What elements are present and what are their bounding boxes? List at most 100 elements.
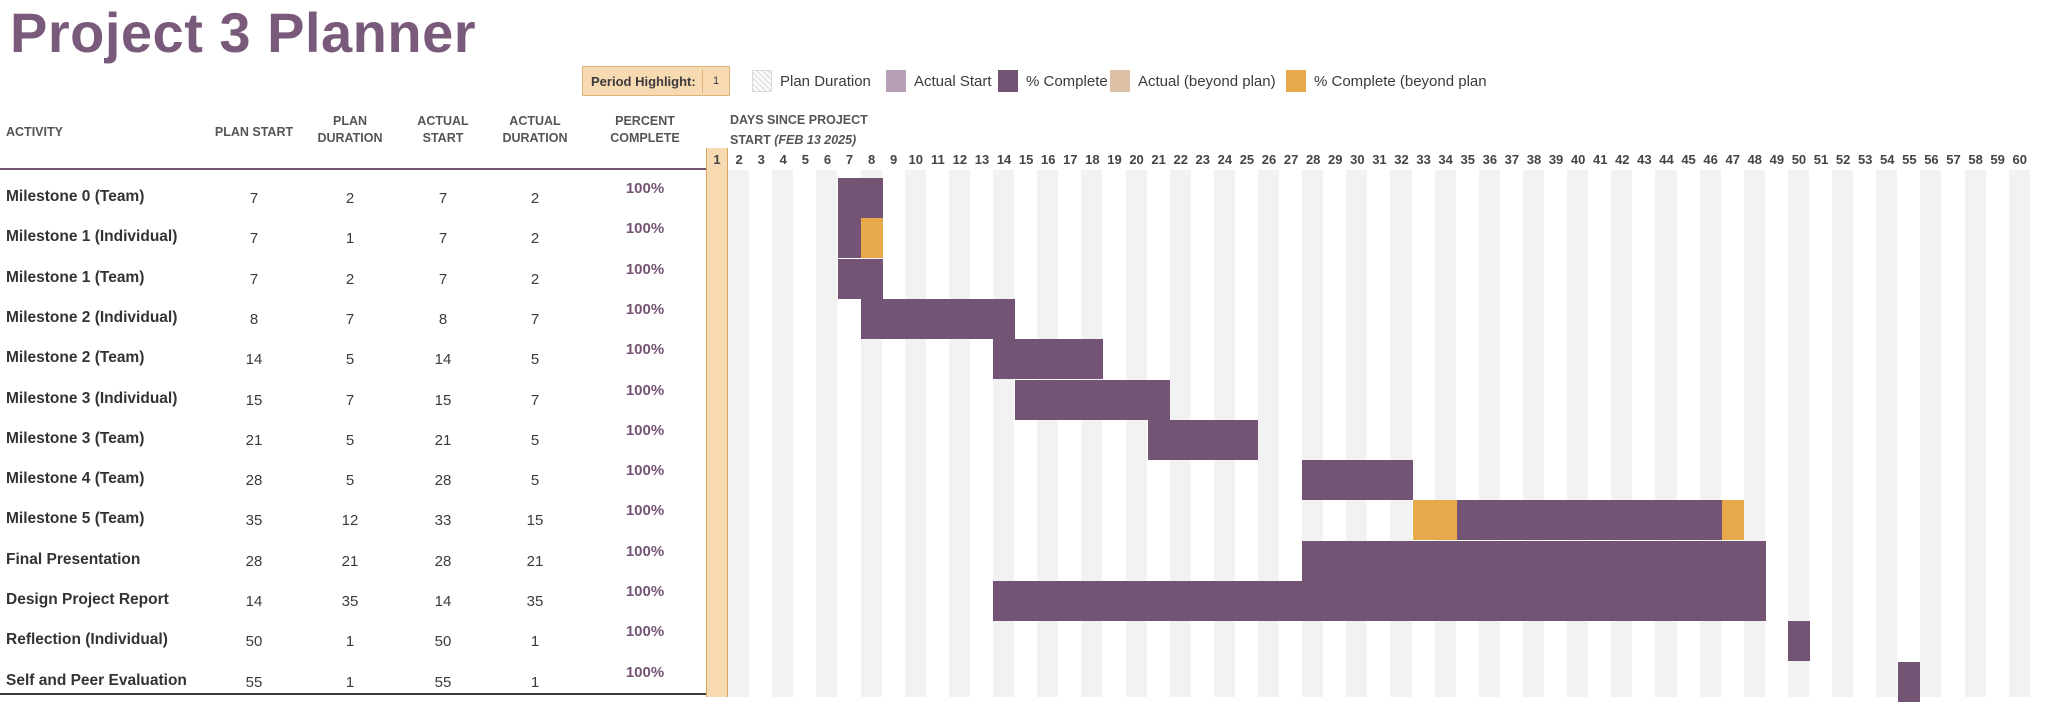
gantt-bar-complete[interactable] bbox=[1015, 379, 1170, 420]
gantt-bar-complete[interactable] bbox=[993, 581, 1766, 621]
cell-plan-start: 28 bbox=[245, 472, 263, 490]
gantt-day-column bbox=[1766, 170, 1787, 697]
cell-name: Reflection (Individual) bbox=[6, 631, 168, 649]
cell-actual-start: 14 bbox=[434, 351, 452, 369]
gantt-day-number: 32 bbox=[1394, 152, 1409, 167]
table-row[interactable]: Final Presentation 28 21 28 21 100% bbox=[0, 541, 706, 581]
table-row[interactable]: Design Project Report 14 35 14 35 100% bbox=[0, 581, 706, 621]
gantt-day-number: 22 bbox=[1173, 152, 1188, 167]
table-row[interactable]: Milestone 5 (Team) 35 12 33 15 100% bbox=[0, 500, 706, 540]
header-plan-start: PLAN START bbox=[214, 125, 294, 139]
gantt-bar-complete[interactable] bbox=[1302, 460, 1413, 501]
header-percent-line2: COMPLETE bbox=[610, 131, 680, 145]
legend-swatch-beyond bbox=[1110, 70, 1130, 92]
gantt-bar-beyond-plan[interactable] bbox=[860, 218, 883, 259]
gantt-day-number: 58 bbox=[1968, 152, 1983, 167]
gantt-day-number: 25 bbox=[1239, 152, 1255, 167]
gantt-bar-complete[interactable] bbox=[993, 339, 1104, 380]
cell-name: Milestone 5 (Team) bbox=[6, 510, 145, 528]
gantt-day-number: 18 bbox=[1085, 152, 1100, 167]
gantt-day-number: 14 bbox=[996, 152, 1012, 167]
cell-actual-duration: 5 bbox=[530, 472, 540, 490]
gantt-bar-complete[interactable] bbox=[1787, 621, 1810, 662]
gantt-bar-complete[interactable] bbox=[1302, 540, 1766, 581]
gantt-day-number: 33 bbox=[1416, 152, 1431, 167]
gantt-day-column bbox=[1876, 170, 1898, 697]
table-row[interactable]: Milestone 3 (Team) 21 5 21 5 100% bbox=[0, 420, 706, 460]
gantt-day-column bbox=[1898, 170, 1919, 697]
cell-actual-start: 7 bbox=[438, 190, 448, 207]
cell-plan-duration: 5 bbox=[345, 351, 355, 369]
header-divider bbox=[0, 168, 706, 170]
table-row[interactable]: Milestone 2 (Individual) 8 7 8 7 100% bbox=[0, 299, 706, 339]
cell-actual-duration: 21 bbox=[526, 552, 544, 570]
gantt-day-number: 34 bbox=[1438, 152, 1453, 167]
gantt-day-number: 16 bbox=[1040, 152, 1056, 167]
cell-plan-duration: 35 bbox=[341, 593, 359, 610]
period-highlight[interactable]: Period Highlight: 1 bbox=[582, 66, 730, 96]
gantt-day-number: 28 bbox=[1305, 152, 1321, 167]
table-row[interactable]: Milestone 2 (Team) 14 5 14 5 100% bbox=[0, 339, 706, 379]
table-row[interactable]: Milestone 4 (Team) 28 5 28 5 100% bbox=[0, 460, 706, 500]
gantt-day-number: 17 bbox=[1063, 152, 1078, 167]
table-row[interactable]: Milestone 3 (Individual) 15 7 15 7 100% bbox=[0, 380, 706, 420]
cell-actual-duration: 2 bbox=[530, 190, 540, 207]
gantt-bar-complete[interactable] bbox=[1898, 661, 1921, 702]
gantt-day-number: 19 bbox=[1107, 152, 1122, 167]
gantt-day-number: 4 bbox=[779, 152, 787, 167]
cell-name: Milestone 1 (Individual) bbox=[6, 228, 178, 246]
gantt-bar-complete[interactable] bbox=[1147, 419, 1258, 460]
table-row[interactable]: Milestone 1 (Team) 7 2 7 2 100% bbox=[0, 259, 706, 299]
gantt-bar-complete[interactable] bbox=[1456, 500, 1722, 541]
cell-plan-start: 21 bbox=[245, 431, 263, 449]
gantt-day-number: 11 bbox=[930, 152, 945, 167]
period-highlight-input[interactable]: 1 bbox=[702, 69, 729, 93]
table-row[interactable]: Reflection (Individual) 50 1 50 1 100% bbox=[0, 621, 706, 661]
gantt-day-column bbox=[927, 170, 948, 697]
cell-percent: 100% bbox=[625, 663, 665, 681]
cell-name: Final Presentation bbox=[6, 550, 141, 568]
table-row[interactable]: Milestone 0 (Team) 7 2 7 2 100% bbox=[0, 178, 706, 218]
gantt-day-number: 56 bbox=[1924, 152, 1939, 167]
gantt-day-column bbox=[1920, 170, 1942, 697]
cell-plan-start: 35 bbox=[245, 512, 263, 530]
cell-actual-start: 55 bbox=[434, 673, 452, 691]
gantt-day-number: 15 bbox=[1018, 152, 1034, 167]
legend-label: % Complete (beyond plan bbox=[1314, 72, 1487, 90]
gantt-day-number: 24 bbox=[1217, 152, 1233, 167]
gantt-day-number: 57 bbox=[1946, 152, 1961, 167]
gantt-bar-complete[interactable] bbox=[838, 258, 883, 299]
gantt-day-number: 29 bbox=[1328, 152, 1343, 167]
gantt-day-number: 21 bbox=[1151, 152, 1166, 167]
cell-plan-start: 14 bbox=[245, 351, 263, 369]
gantt-bar-beyond-plan[interactable] bbox=[1721, 500, 1744, 541]
gantt-day-column bbox=[1037, 170, 1059, 697]
header-days-since-date: (FEB 13 2025) bbox=[774, 133, 857, 147]
legend-swatch-complete bbox=[998, 70, 1018, 92]
gantt-bar-beyond-plan[interactable] bbox=[1412, 500, 1457, 541]
gantt-bar-complete[interactable] bbox=[860, 298, 1016, 339]
cell-plan-duration: 5 bbox=[345, 472, 355, 490]
table-row[interactable]: Self and Peer Evaluation 55 1 55 1 100% bbox=[0, 662, 706, 702]
gantt-day-number: 47 bbox=[1725, 152, 1740, 167]
gantt-day-number: 49 bbox=[1769, 152, 1785, 167]
cell-plan-duration: 5 bbox=[345, 431, 355, 449]
gantt-day-number: 12 bbox=[952, 152, 968, 167]
gantt-day-number: 10 bbox=[908, 152, 923, 167]
gantt-bar-complete[interactable] bbox=[838, 218, 861, 259]
cell-name: Milestone 2 (Individual) bbox=[6, 308, 178, 326]
gantt-day-number: 31 bbox=[1372, 152, 1387, 167]
gantt-day-number: 38 bbox=[1526, 152, 1542, 167]
header-plan-duration-line2: DURATION bbox=[317, 131, 383, 145]
cell-name: Self and Peer Evaluation bbox=[6, 671, 187, 689]
header-actual-start: ACTUAL START bbox=[403, 113, 483, 147]
gantt-day-number: 35 bbox=[1460, 152, 1475, 167]
table-row[interactable]: Milestone 1 (Individual) 7 1 7 2 100% bbox=[0, 218, 706, 258]
gantt-day-number: 46 bbox=[1703, 152, 1718, 167]
gantt-day-number: 44 bbox=[1659, 152, 1674, 167]
gantt-bar-complete[interactable] bbox=[838, 178, 883, 218]
legend-swatch-plan bbox=[752, 70, 772, 92]
header-days-since-start: START bbox=[730, 133, 771, 147]
cell-actual-duration: 5 bbox=[530, 431, 540, 449]
legend-label: Actual (beyond plan) bbox=[1138, 72, 1276, 90]
